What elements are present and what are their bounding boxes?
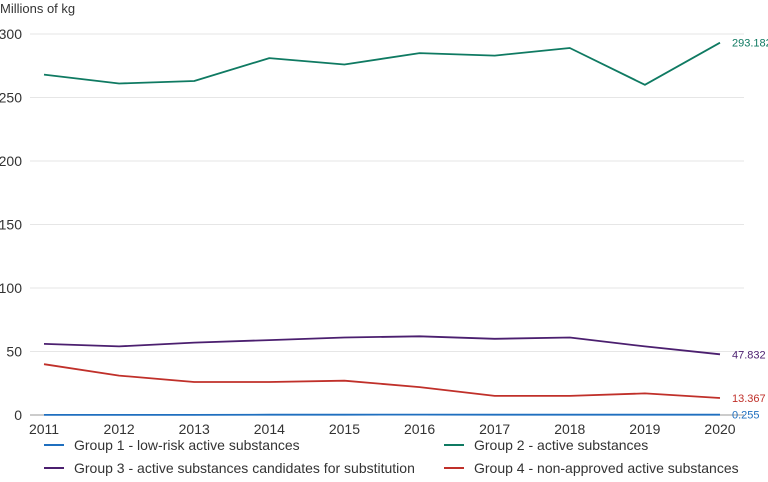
x-tick-2017: 2017 — [479, 421, 510, 437]
x-tick-2015: 2015 — [329, 421, 360, 437]
series-line-group-3 — [43, 335, 721, 356]
legend-label-group-4: Group 4 - non-approved active substances — [474, 460, 739, 476]
x-tick-2019: 2019 — [629, 421, 660, 437]
end-label-group-4: 13.367 — [732, 393, 766, 405]
end-value-labels: 0.255 293.182 47.832 13.367 — [732, 38, 768, 422]
x-tick-2011: 2011 — [29, 421, 59, 437]
series-line-group-4 — [43, 363, 721, 399]
series-lines — [43, 41, 721, 416]
gridlines — [30, 33, 744, 416]
legend-label-group-1: Group 1 - low-risk active substances — [74, 437, 300, 453]
y-tick-200: 200 — [0, 153, 22, 169]
end-label-group-1: 0.255 — [732, 410, 760, 422]
y-tick-150: 150 — [0, 217, 22, 233]
legend: Group 1 - low-risk active substances Grou… — [44, 437, 739, 476]
legend-label-group-2: Group 2 - active substances — [474, 437, 648, 453]
y-tick-250: 250 — [0, 90, 22, 106]
end-label-group-3: 47.832 — [732, 349, 766, 361]
y-tick-300: 300 — [0, 26, 22, 42]
series-line-group-2 — [43, 41, 721, 86]
x-tick-2014: 2014 — [254, 421, 285, 437]
x-tick-2012: 2012 — [104, 421, 135, 437]
y-tick-50: 50 — [6, 344, 22, 360]
x-tick-labels: 2011 2012 2013 2014 2015 2016 2017 2018 2019 2020 — [29, 421, 736, 437]
y-tick-100: 100 — [0, 280, 22, 296]
x-tick-2016: 2016 — [404, 421, 435, 437]
x-tick-2020: 2020 — [704, 421, 735, 437]
x-tick-2018: 2018 — [554, 421, 585, 437]
y-tick-0: 0 — [14, 407, 22, 423]
x-tick-2013: 2013 — [179, 421, 210, 437]
y-axis-label: Millions of kg — [0, 1, 75, 16]
y-tick-labels: 0 50 100 150 200 250 300 — [0, 26, 22, 423]
end-label-group-2: 293.182 — [732, 38, 768, 50]
legend-label-group-3: Group 3 - active substances candidates f… — [74, 460, 415, 476]
